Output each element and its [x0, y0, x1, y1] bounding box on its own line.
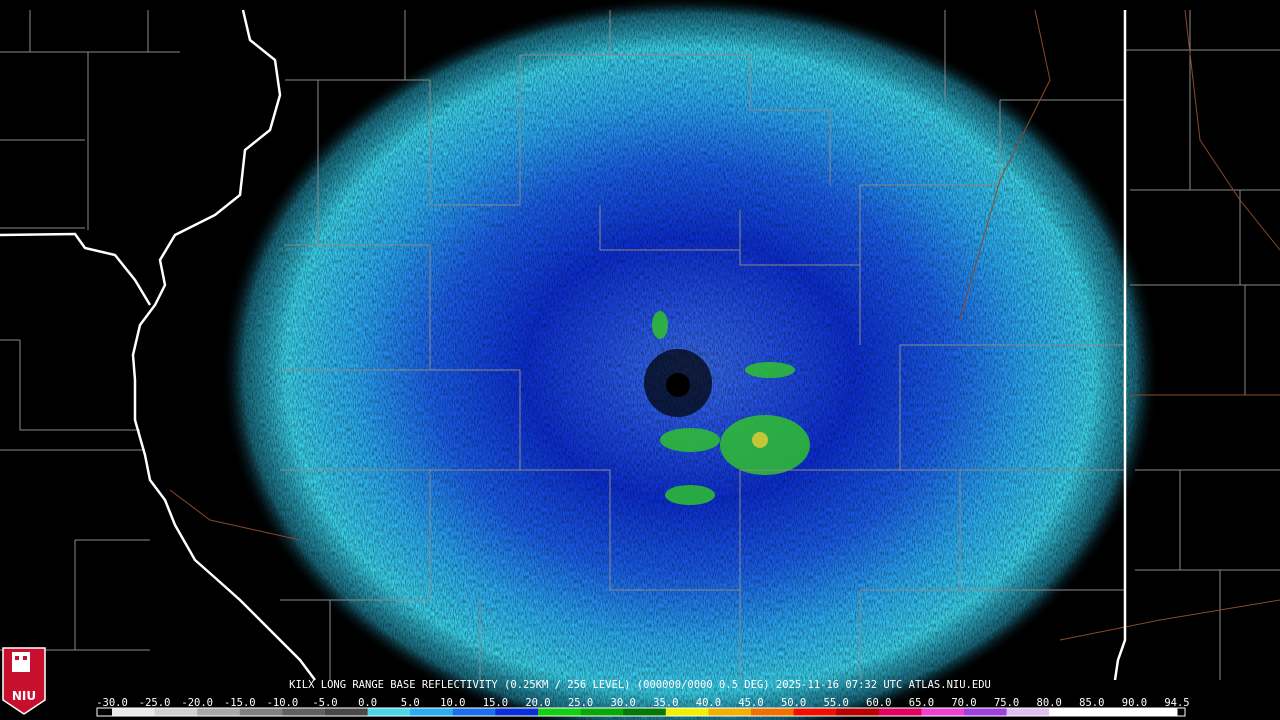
- colorbar-label: 50.0: [781, 697, 806, 709]
- state-borders: [0, 9, 1127, 681]
- colorbar-label: -25.0: [139, 697, 171, 709]
- echo-patches: [652, 311, 810, 505]
- colorbar-label: 65.0: [909, 697, 934, 709]
- colorbar-label: -30.0: [96, 697, 128, 709]
- colorbar-label: -15.0: [224, 697, 256, 709]
- radar-site: [666, 373, 690, 397]
- colorbar-label: 20.0: [525, 697, 550, 709]
- colorbar-segment: [495, 708, 539, 716]
- colorbar-label: -5.0: [312, 697, 337, 709]
- colorbar-label: 70.0: [951, 697, 976, 709]
- colorbar-label: 40.0: [696, 697, 721, 709]
- colorbar-segment: [154, 708, 198, 716]
- colorbar-label: 75.0: [994, 697, 1019, 709]
- colorbar-segment: [878, 708, 922, 716]
- colorbar-label: 94.5: [1164, 697, 1189, 709]
- county-lines: [0, 10, 1280, 680]
- colorbar-segment: [665, 708, 709, 716]
- colorbar-segment: [325, 708, 369, 716]
- colorbar-label: 80.0: [1037, 697, 1062, 709]
- colorbar-segment: [367, 708, 411, 716]
- colorbar-segment: [197, 708, 241, 716]
- colorbar-label: -20.0: [181, 697, 213, 709]
- colorbar-segment: [239, 708, 283, 716]
- colorbar-segment: [623, 708, 667, 716]
- colorbar-label: 60.0: [866, 697, 891, 709]
- colorbar-label: 10.0: [440, 697, 465, 709]
- logo-text: NIU: [12, 689, 36, 703]
- colorbar-label: 45.0: [738, 697, 763, 709]
- colorbar-label: 30.0: [611, 697, 636, 709]
- colorbar-segment: [1091, 708, 1135, 716]
- caption: KILX LONG RANGE BASE REFLECTIVITY (0.25K…: [289, 679, 991, 691]
- colorbar-frame: [96, 707, 1186, 717]
- colorbar-label: -10.0: [267, 697, 299, 709]
- colorbar-segment: [112, 708, 156, 716]
- roads: [169, 9, 1280, 641]
- colorbar-segment: [1049, 708, 1093, 716]
- colorbar-label: 15.0: [483, 697, 508, 709]
- colorbar-label: 35.0: [653, 697, 678, 709]
- colorbar-segment: [580, 708, 624, 716]
- colorbar-segment: [793, 708, 837, 716]
- colorbar-segment: [751, 708, 795, 716]
- colorbar-label: 5.0: [401, 697, 420, 709]
- colorbar-label: 55.0: [824, 697, 849, 709]
- colorbar-segment: [410, 708, 454, 716]
- colorbar-segment: [921, 708, 965, 716]
- colorbar-label: 90.0: [1122, 697, 1147, 709]
- colorbar-segment: [282, 708, 326, 716]
- colorbar-segment: [708, 708, 752, 716]
- colorbar-label: 0.0: [358, 697, 377, 709]
- colorbar-segment: [1006, 708, 1050, 716]
- colorbar-segment: [538, 708, 582, 716]
- colorbar-segment: [1134, 708, 1178, 716]
- niu-logo: NIU: [2, 647, 46, 715]
- colorbar-label: 85.0: [1079, 697, 1104, 709]
- colorbar-segment: [836, 708, 880, 716]
- colorbar-segment: [964, 708, 1008, 716]
- colorbar: -30.0 -25.0 -20.0 -15.0 -10.0 -5.0 0.0 5.0 10.0 1…: [96, 697, 1190, 717]
- colorbar-label: 25.0: [568, 697, 593, 709]
- colorbar-segment: [452, 708, 496, 716]
